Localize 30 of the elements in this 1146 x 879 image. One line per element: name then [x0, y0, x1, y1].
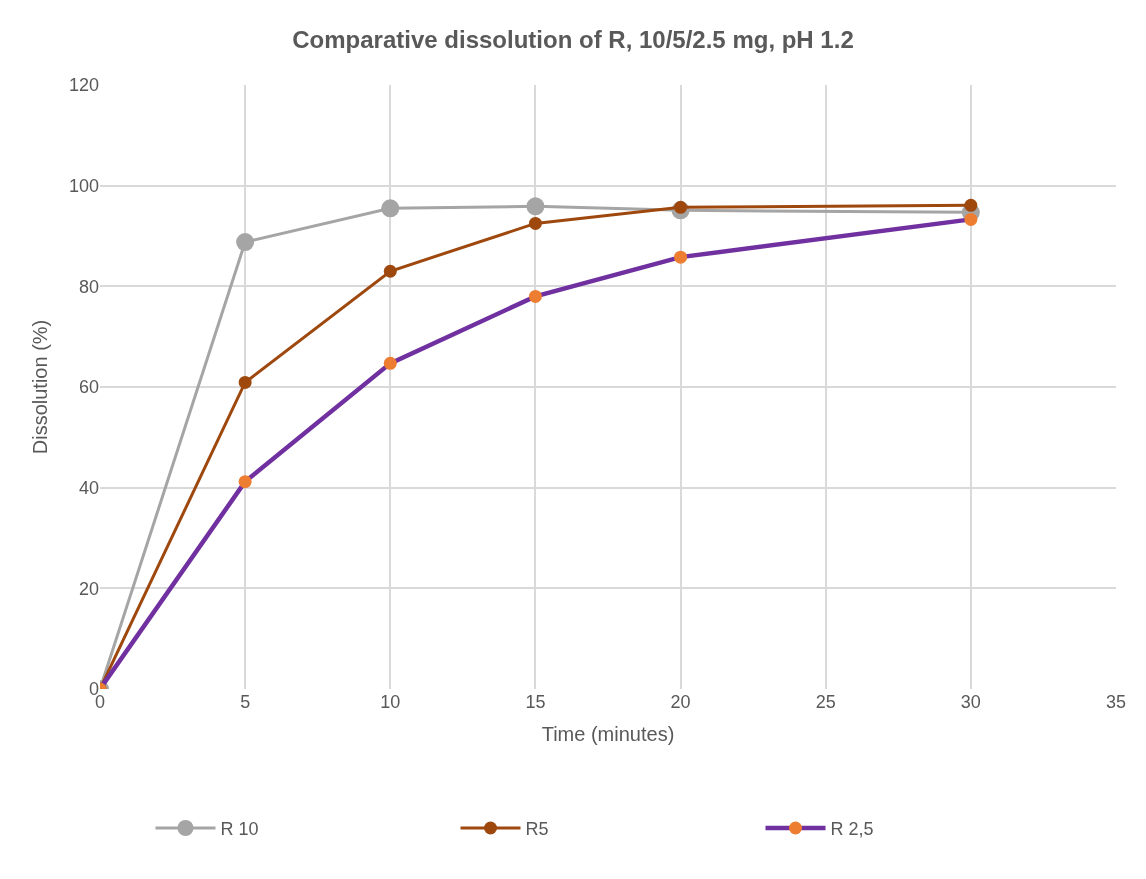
y-tick-label: 20	[78, 578, 99, 599]
x-tick-label: 35	[1105, 692, 1127, 712]
x-tick-label: 5	[240, 692, 251, 712]
x-axis-title: Time (minutes)	[541, 722, 675, 745]
point	[236, 233, 255, 252]
y-tick-label: 120	[68, 75, 99, 96]
point	[528, 216, 542, 230]
point	[528, 289, 542, 303]
point	[674, 250, 688, 264]
legend-label: R 2,5	[830, 819, 874, 840]
point	[238, 375, 252, 389]
legend-label: R 10	[220, 819, 259, 840]
y-tick-label: 60	[78, 377, 99, 398]
point	[383, 264, 397, 278]
point	[964, 198, 978, 212]
legend-label: R5	[525, 819, 549, 840]
y-tick-label: 40	[78, 477, 99, 498]
point	[383, 356, 397, 370]
point	[964, 212, 978, 226]
x-tick-label: 30	[960, 692, 981, 712]
y-axis-title: Dissolution (%)	[29, 319, 52, 455]
point	[526, 197, 545, 216]
point	[381, 199, 400, 218]
y-tick-label: 80	[78, 276, 99, 297]
x-tick-label: 10	[380, 692, 401, 712]
chart-title: Comparative dissolution of R, 10/5/2.5 mg, pH 1.2	[292, 25, 854, 53]
x-tick-label: 20	[670, 692, 691, 712]
y-tick-label: 100	[68, 175, 99, 196]
x-tick-label: 15	[525, 692, 546, 712]
x-tick-label: 25	[815, 692, 836, 712]
